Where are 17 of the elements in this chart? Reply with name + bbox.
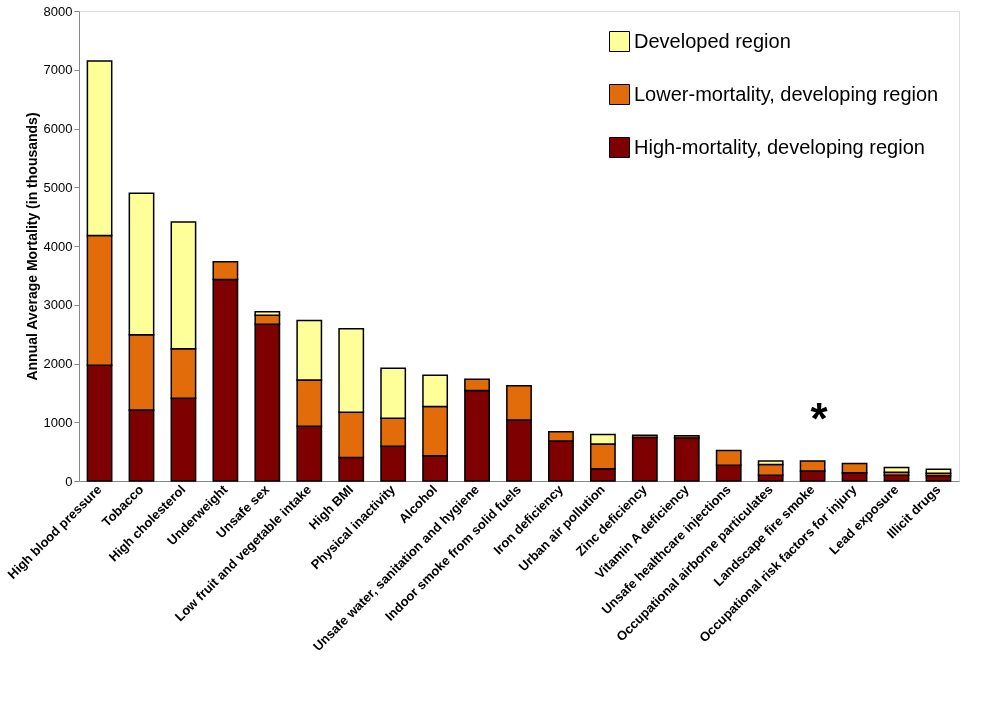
bar (631, 436, 658, 482)
legend-label: High-mortality, developing region (634, 135, 925, 158)
legend-label: Developed region (634, 29, 791, 52)
y-axis-title: Annual Average Mortality (in thousands) (23, 112, 40, 381)
legend-label: Lower-mortality, developing region (634, 82, 939, 105)
y-tick-label: 2000 (43, 356, 73, 371)
y-tick-label: 0 (65, 473, 73, 489)
y-tick-label: 1000 (43, 414, 73, 430)
y-tick-label: 7000 (43, 62, 73, 78)
y-tick-label: 4000 (43, 238, 73, 254)
annotation: * (810, 394, 829, 443)
y-tick-label: 3000 (43, 297, 73, 313)
bar (673, 437, 700, 482)
y-tick-label: 6000 (43, 121, 73, 136)
y-tick-label: 8000 (43, 3, 73, 19)
bar (883, 466, 910, 473)
y-tick-label: 5000 (43, 179, 73, 195)
